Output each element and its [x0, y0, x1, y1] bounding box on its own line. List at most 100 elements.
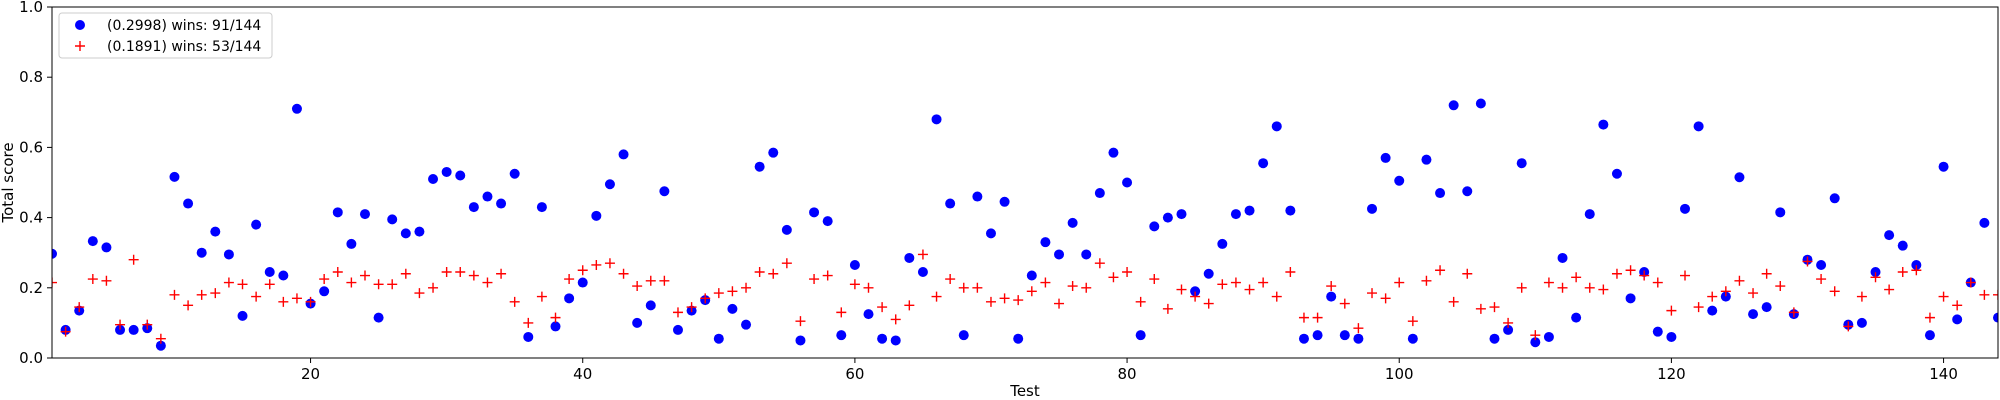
point-series-2-test-92: [1285, 267, 1296, 278]
point-series-2-test-30: [441, 267, 452, 278]
point-series-1-test-4: [87, 236, 98, 247]
point-series-1-test-79: [1108, 147, 1119, 158]
legend-entry-series-1: (0.2998) wins: 91/144: [107, 18, 261, 34]
point-series-2-test-76: [1067, 281, 1078, 292]
point-series-1-test-95: [1326, 291, 1337, 302]
point-series-2-test-90: [1258, 277, 1269, 288]
legend: (0.2998) wins: 91/144 (0.1891) wins: 53/…: [58, 12, 273, 59]
point-series-2-test-93: [1298, 312, 1309, 323]
point-series-2-test-64: [904, 300, 915, 311]
point-series-1-test-68: [958, 330, 969, 341]
point-series-1-test-93: [1298, 333, 1309, 344]
point-series-2-test-49: [700, 293, 711, 304]
point-series-2-test-82: [1149, 274, 1160, 285]
point-series-1-test-109: [1516, 158, 1527, 169]
point-series-1-test-27: [400, 228, 411, 239]
point-series-2-test-43: [618, 268, 629, 279]
point-series-1-test-80: [1122, 177, 1133, 188]
legend-entry-series-2: (0.1891) wins: 53/144: [107, 39, 261, 55]
point-series-2-test-61: [863, 282, 874, 293]
point-series-1-test-106: [1475, 98, 1486, 109]
point-series-2-test-1: [52, 277, 57, 288]
point-series-2-test-112: [1557, 282, 1568, 293]
point-series-1-test-39: [564, 293, 575, 304]
point-series-1-test-30: [441, 166, 452, 177]
point-series-2-test-63: [890, 314, 901, 325]
point-series-1-test-127: [1761, 302, 1772, 313]
point-series-2-test-40: [577, 265, 588, 276]
point-series-1-test-15: [237, 310, 248, 321]
point-series-2-test-116: [1611, 268, 1622, 279]
point-series-1-test-115: [1598, 119, 1609, 130]
point-series-2-test-108: [1503, 317, 1514, 328]
point-series-1-test-52: [741, 319, 752, 330]
point-series-2-test-94: [1312, 312, 1323, 323]
point-series-1-test-10: [169, 171, 180, 182]
point-series-1-test-108: [1503, 324, 1514, 335]
point-series-1-test-25: [373, 312, 384, 323]
point-series-2-test-123: [1707, 291, 1718, 302]
point-series-1-test-114: [1584, 209, 1595, 220]
point-series-1-test-53: [754, 161, 765, 172]
point-series-2-test-103: [1435, 265, 1446, 276]
point-series-1-test-16: [251, 219, 262, 230]
point-series-1-test-66: [931, 114, 942, 125]
point-series-2-test-14: [223, 277, 234, 288]
point-series-1-test-6: [115, 324, 126, 335]
point-series-1-test-47: [672, 324, 683, 335]
point-series-1-test-11: [183, 198, 194, 209]
point-series-2-test-28: [414, 288, 425, 299]
x-tick-label: 140: [1929, 365, 1958, 383]
y-tick-label: 0.4: [19, 209, 43, 227]
plot-layer: [52, 98, 1998, 351]
point-series-1-test-111: [1543, 331, 1554, 342]
point-series-1-test-137: [1897, 240, 1908, 251]
point-series-2-test-52: [741, 282, 752, 293]
x-tick-label: 80: [1118, 365, 1137, 383]
point-series-1-test-103: [1435, 188, 1446, 199]
point-series-2-test-18: [278, 296, 289, 307]
point-series-1-test-40: [577, 277, 588, 288]
point-series-1-test-12: [196, 247, 207, 258]
point-series-2-test-70: [985, 296, 996, 307]
point-series-1-test-85: [1190, 286, 1201, 297]
point-series-1-test-107: [1489, 333, 1500, 344]
point-series-2-test-5: [101, 275, 112, 286]
point-series-1-test-57: [809, 207, 820, 218]
point-series-1-test-29: [428, 173, 439, 184]
axes-frame: [51, 6, 1999, 359]
point-series-1-test-82: [1149, 221, 1160, 232]
point-series-1-test-61: [863, 309, 874, 320]
point-series-2-test-107: [1489, 302, 1500, 313]
point-series-1-test-88: [1230, 209, 1241, 220]
point-series-2-test-34: [496, 268, 507, 279]
point-series-2-test-102: [1421, 275, 1432, 286]
point-series-1-test-38: [550, 321, 561, 332]
point-series-2-test-118: [1639, 270, 1650, 281]
point-series-1-test-143: [1979, 217, 1990, 228]
point-series-1-test-5: [101, 242, 112, 253]
point-series-1-test-58: [822, 216, 833, 227]
point-series-2-test-17: [264, 279, 275, 290]
point-series-2-test-50: [713, 288, 724, 299]
point-series-2-test-98: [1367, 288, 1378, 299]
point-series-2-test-54: [768, 268, 779, 279]
point-series-2-test-84: [1176, 284, 1187, 295]
point-series-1-test-45: [645, 300, 656, 311]
x-tick-label: 100: [1385, 365, 1414, 383]
y-tick-label: 0.2: [19, 279, 43, 297]
point-series-2-test-85: [1190, 291, 1201, 302]
point-series-1-test-41: [591, 210, 602, 221]
point-series-1-test-43: [618, 149, 629, 160]
point-series-2-test-8: [142, 319, 153, 330]
point-series-2-test-37: [536, 291, 547, 302]
point-series-1-test-94: [1312, 330, 1323, 341]
point-series-2-test-131: [1816, 274, 1827, 285]
point-series-2-test-110: [1530, 330, 1541, 341]
point-series-2-test-125: [1734, 275, 1745, 286]
point-series-1-test-136: [1884, 230, 1895, 241]
point-series-2-test-86: [1203, 298, 1214, 309]
point-series-1-test-140: [1938, 161, 1949, 172]
point-series-2-test-35: [509, 296, 520, 307]
point-series-2-test-41: [591, 259, 602, 270]
